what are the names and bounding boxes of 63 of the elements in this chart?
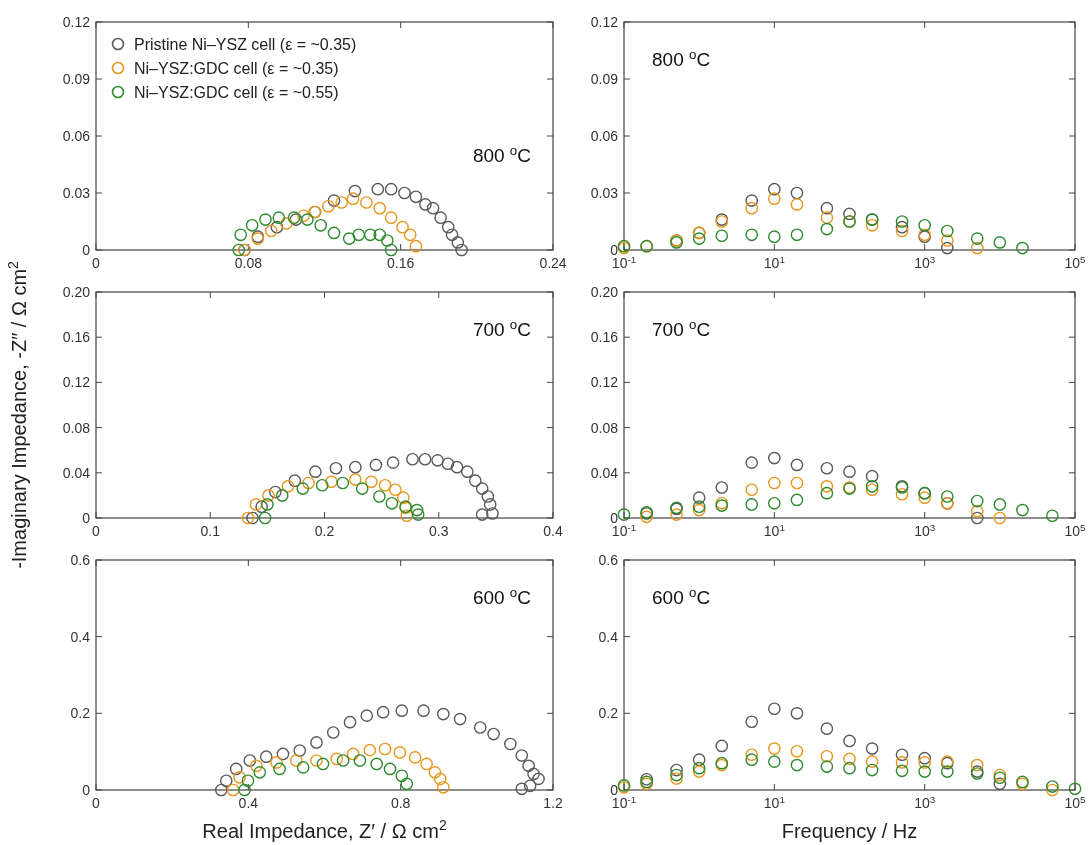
y-tick-label: 0.08	[62, 419, 91, 436]
x-tick-label: 0.4	[543, 523, 563, 539]
y-tick-label: 0.20	[590, 284, 619, 300]
legend-label: Pristine Ni–YSZ cell (ε = ~0.35)	[134, 36, 357, 53]
x-tick-label: 0.2	[314, 523, 335, 539]
x-tick-label: 0.1	[200, 523, 221, 539]
y-tick-label: 0.16	[62, 329, 91, 346]
x-tick-label: 10$^{3}$	[914, 521, 936, 539]
y-tick-label: 0.03	[62, 185, 91, 201]
y-tick-label: 0.6	[70, 552, 91, 568]
y-tick-label: 0.20	[62, 284, 91, 300]
x-tick-label: 0.08	[234, 255, 263, 271]
annotation: 600 $^{o}$C	[652, 584, 711, 608]
y-tick-label: 0.4	[70, 628, 91, 645]
x-tick-label: 0.4	[238, 795, 259, 811]
y-tick-label: 0.2	[70, 705, 91, 722]
y-tick-label: 0.04	[590, 464, 619, 481]
y-tick-label: 0.08	[590, 419, 619, 436]
x-tick-label: 0.24	[539, 255, 567, 271]
x-tick-label: 10$^{1}$	[763, 793, 785, 811]
y-tick-label: 0	[610, 782, 619, 798]
x-tick-label: 0	[92, 795, 101, 811]
x-tick-label: 0	[92, 523, 101, 539]
y-tick-label: 0.06	[62, 128, 91, 144]
x-tick-label: 10$^{5}$	[1064, 253, 1087, 271]
y-tick-label: 0.12	[62, 374, 91, 391]
x-axis-title: Real Impedance, Z′ / Ω cm$^{2}$	[202, 817, 447, 842]
y-tick-label: 0.06	[590, 128, 619, 144]
x-tick-label: 10$^{5}$	[1064, 521, 1087, 539]
x-axis-title: Frequency / Hz	[781, 820, 918, 842]
y-tick-label: 0	[82, 510, 91, 526]
y-tick-label: 0.03	[590, 185, 619, 201]
y-tick-label: 0.04	[62, 464, 91, 481]
annotation: 700 $^{o}$C	[472, 316, 531, 340]
x-tick-label: 10$^{5}$	[1064, 793, 1087, 811]
annotation: 600 $^{o}$C	[472, 584, 531, 608]
annotation: 800 $^{o}$C	[652, 46, 711, 70]
y-tick-label: 0.2	[598, 705, 619, 722]
y-tick-label: 0	[610, 510, 619, 526]
x-tick-label: 10$^{1}$	[763, 521, 785, 539]
x-tick-label: 0.8	[390, 795, 411, 811]
x-tick-label: 10$^{1}$	[763, 253, 785, 271]
x-tick-label: 1.2	[543, 795, 563, 811]
y-tick-label: 0.12	[590, 374, 619, 391]
y-tick-label: 0.09	[590, 71, 619, 87]
legend-label: Ni–YSZ:GDC cell (ε = ~0.35)	[134, 60, 339, 77]
y-tick-label: 0.6	[598, 552, 619, 568]
legend-label: Ni–YSZ:GDC cell (ε = ~0.55)	[134, 84, 339, 101]
x-tick-label: 10$^{3}$	[914, 793, 936, 811]
x-tick-label: 10$^{3}$	[914, 253, 936, 271]
x-tick-label: 0.16	[387, 255, 415, 271]
y-tick-label: 0	[82, 782, 91, 798]
y-tick-label: 0.4	[598, 628, 619, 645]
y-tick-label: 0.09	[62, 71, 91, 87]
y-tick-label: 0	[82, 242, 91, 258]
annotation: 800 $^{o}$C	[472, 142, 531, 166]
annotation: 700 $^{o}$C	[652, 316, 711, 340]
y-tick-label: 0.12	[590, 14, 619, 30]
y-tick-label: 0	[610, 242, 619, 258]
y-tick-label: 0.16	[590, 329, 619, 346]
y-tick-label: 0.12	[62, 14, 91, 30]
x-tick-label: 0.3	[429, 523, 449, 539]
x-tick-label: 0	[92, 255, 101, 271]
